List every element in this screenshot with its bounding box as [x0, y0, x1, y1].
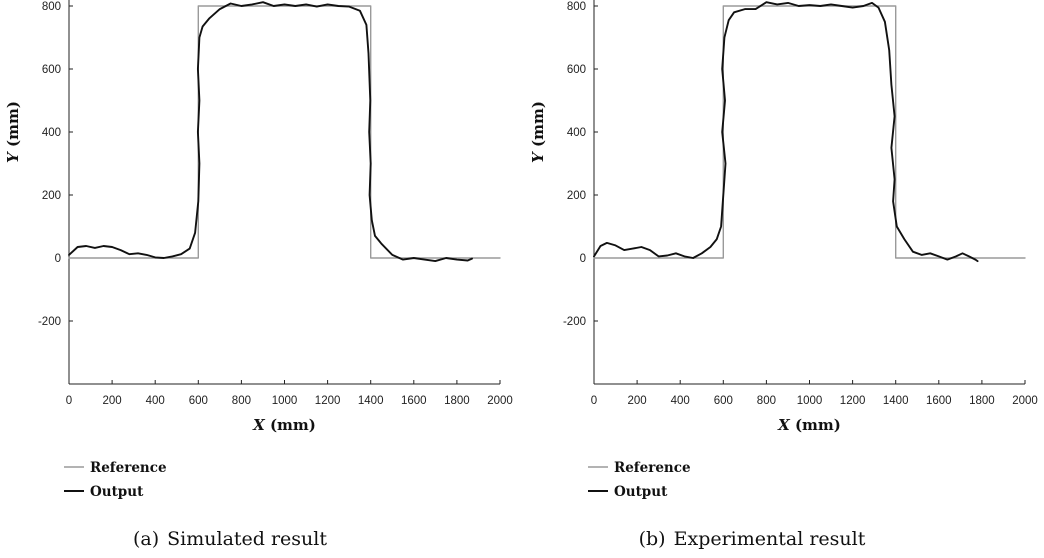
x-tick-label: 1600 [401, 395, 427, 407]
x-tick-label: 0 [66, 395, 72, 407]
x-axis-var: X [252, 416, 266, 434]
y-axis-unit: (mm) [4, 101, 22, 152]
x-axis-title: X (mm) [777, 416, 841, 434]
x-tick-label: 1000 [797, 395, 823, 407]
y-axis-title: Y (mm) [529, 101, 547, 163]
chart-panel-b: 0 200 400 600 800 1000 1200 1400 1600 1800 2000-20… [529, 0, 1038, 550]
x-tick-label: 1800 [969, 395, 995, 407]
legend-label-reference: Reference [614, 460, 691, 476]
legend-label-output: Output [90, 484, 144, 500]
x-axis-unit: (mm) [265, 416, 316, 434]
legend-label-output: Output [614, 484, 668, 500]
series-line-output [593, 1, 979, 263]
y-tick-label: 400 [567, 127, 586, 139]
caption-panel-label: (a) [133, 528, 159, 550]
y-tick-label: 600 [42, 64, 61, 76]
y-tick-label: 800 [42, 1, 61, 13]
y-tick-label: 200 [567, 190, 586, 202]
x-tick-label: 2000 [487, 395, 513, 407]
y-tick-label: -200 [38, 316, 61, 328]
y-tick-label: 400 [42, 127, 61, 139]
x-axis-title: X (mm) [252, 416, 316, 434]
x-tick-label: 400 [671, 395, 690, 407]
y-axis-unit: (mm) [529, 101, 547, 152]
y-tick-label: 200 [42, 190, 61, 202]
x-tick-label: 800 [757, 395, 776, 407]
series-line-reference [593, 5, 1026, 259]
x-tick-label: 800 [232, 395, 251, 407]
x-tick-label: 400 [146, 395, 165, 407]
legend-label-reference: Reference [90, 460, 167, 476]
x-tick-label: 2000 [1012, 395, 1038, 407]
caption-text: Experimental result [674, 528, 866, 550]
x-tick-label: 200 [628, 395, 647, 407]
x-tick-label: 1800 [444, 395, 470, 407]
x-tick-label: 1400 [883, 395, 909, 407]
series-line-output [68, 1, 473, 263]
x-tick-label: 0 [591, 395, 597, 407]
y-axis-var: Y [4, 151, 22, 163]
x-axis-var: X [777, 416, 791, 434]
series-line-reference [68, 5, 501, 259]
x-tick-label: 1200 [840, 395, 866, 407]
figure-caption: (a) Simulated result [133, 528, 327, 550]
caption-text: Simulated result [167, 528, 327, 550]
figure-caption: (b) Experimental result [639, 528, 866, 550]
x-tick-label: 1200 [315, 395, 341, 407]
x-tick-label: 600 [189, 395, 208, 407]
caption-panel-label: (b) [639, 528, 666, 550]
x-axis-unit: (mm) [790, 416, 841, 434]
chart-panel-a: 0 200 400 600 800 1000 1200 1400 1600 1800 2000-20… [4, 0, 513, 550]
legend: Reference Output [64, 460, 167, 500]
y-tick-label: 0 [580, 253, 586, 265]
y-tick-label: -200 [563, 316, 586, 328]
x-tick-label: 1600 [926, 395, 952, 407]
y-axis-title: Y (mm) [4, 101, 22, 163]
y-axis-var: Y [529, 151, 547, 163]
y-tick-label: 0 [55, 253, 61, 265]
y-tick-label: 600 [567, 64, 586, 76]
x-tick-label: 1400 [358, 395, 384, 407]
x-tick-label: 1000 [272, 395, 298, 407]
legend: Reference Output [588, 460, 691, 500]
x-tick-label: 600 [714, 395, 733, 407]
y-tick-label: 800 [567, 1, 586, 13]
x-tick-label: 200 [103, 395, 122, 407]
